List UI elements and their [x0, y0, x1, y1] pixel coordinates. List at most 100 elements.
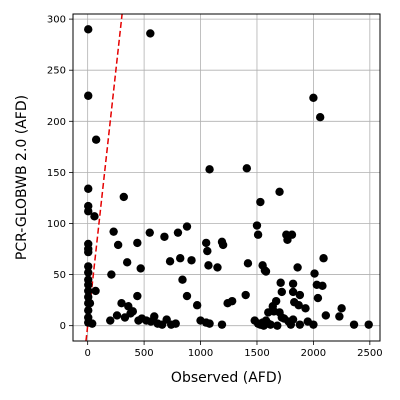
- data-point: [150, 312, 159, 321]
- data-point: [288, 315, 298, 324]
- y-tick-label: 150: [47, 168, 66, 179]
- y-tick-label: 200: [47, 117, 66, 128]
- data-point: [266, 320, 275, 329]
- data-points: [84, 25, 373, 330]
- data-point: [293, 263, 302, 272]
- data-point: [171, 319, 180, 328]
- data-point: [182, 291, 192, 301]
- data-point: [288, 279, 298, 288]
- data-point: [315, 113, 325, 122]
- data-point: [91, 286, 100, 296]
- data-point: [271, 296, 281, 306]
- data-point: [242, 164, 252, 173]
- data-point: [243, 259, 253, 268]
- data-point: [349, 320, 359, 329]
- data-point: [318, 281, 327, 291]
- y-tick-label: 50: [53, 270, 66, 281]
- data-point: [84, 184, 93, 193]
- data-point: [107, 270, 116, 279]
- x-axis-label: Observed (AFD): [171, 370, 282, 386]
- data-point: [253, 230, 263, 239]
- grid-lines: [73, 14, 380, 341]
- data-point: [146, 29, 155, 38]
- data-point: [133, 238, 142, 248]
- y-tick-label: 250: [47, 66, 66, 77]
- data-point: [295, 320, 305, 329]
- data-point: [204, 261, 213, 270]
- data-point: [321, 311, 331, 320]
- data-point: [187, 256, 196, 265]
- data-point: [119, 192, 128, 202]
- data-point: [145, 228, 154, 237]
- data-point: [84, 262, 93, 271]
- data-point: [277, 287, 287, 297]
- x-tick-label: 1500: [244, 348, 269, 359]
- data-point: [178, 275, 187, 284]
- data-point: [84, 268, 93, 277]
- data-point: [84, 207, 93, 216]
- data-point: [256, 197, 265, 207]
- data-point: [218, 240, 228, 250]
- data-point: [192, 301, 202, 310]
- data-point: [294, 301, 303, 310]
- x-tick-label: 500: [135, 348, 154, 359]
- plot-frame: [72, 13, 381, 342]
- y-tick-label: 300: [47, 15, 66, 26]
- data-point: [252, 221, 262, 230]
- data-point: [313, 293, 323, 303]
- data-point: [84, 280, 93, 289]
- data-point: [273, 321, 282, 330]
- data-point: [319, 254, 328, 263]
- x-tick-label: 2500: [357, 348, 382, 359]
- data-point: [301, 304, 310, 313]
- data-point: [310, 269, 319, 278]
- data-point: [133, 291, 142, 301]
- y-tick-label: 100: [47, 219, 66, 230]
- data-point: [84, 91, 93, 100]
- data-point: [91, 135, 101, 144]
- data-point: [182, 222, 192, 231]
- data-point: [335, 312, 344, 321]
- data-point: [227, 296, 237, 306]
- data-point: [136, 264, 145, 273]
- data-point: [203, 246, 212, 256]
- data-point: [128, 307, 138, 316]
- data-point: [205, 165, 214, 174]
- data-point: [173, 228, 183, 237]
- data-point: [259, 321, 268, 330]
- data-point: [287, 230, 297, 239]
- data-point: [276, 278, 285, 287]
- data-point: [84, 247, 93, 257]
- data-point: [112, 311, 122, 320]
- data-point: [160, 232, 169, 241]
- data-point: [109, 227, 118, 236]
- data-point: [364, 320, 373, 329]
- x-tick-label: 2000: [301, 348, 326, 359]
- data-point: [85, 298, 95, 308]
- data-point: [176, 254, 185, 263]
- data-point: [288, 287, 298, 297]
- data-point: [275, 187, 284, 197]
- y-tick-label: 0: [60, 321, 66, 332]
- data-point: [264, 308, 273, 317]
- data-point: [309, 93, 318, 102]
- data-point: [241, 290, 250, 300]
- data-point: [213, 263, 222, 272]
- data-point: [84, 286, 93, 296]
- data-point: [337, 304, 346, 313]
- data-point: [261, 267, 271, 276]
- data-point: [106, 316, 115, 325]
- x-tick-label: 0: [84, 348, 90, 359]
- data-point: [84, 306, 93, 315]
- data-point: [217, 320, 227, 329]
- axis-ticks: 0 500 1000 1500 2000 2500 0 50 100 150 200 250 300: [47, 15, 383, 359]
- data-point: [165, 257, 175, 266]
- data-point: [201, 238, 211, 248]
- y-axis-label: PCR-GLOBWB 2.0 (AFD): [14, 95, 30, 260]
- data-point: [117, 298, 126, 308]
- data-point: [295, 290, 305, 300]
- data-point: [113, 240, 123, 250]
- data-point: [87, 319, 97, 328]
- data-point: [90, 212, 99, 221]
